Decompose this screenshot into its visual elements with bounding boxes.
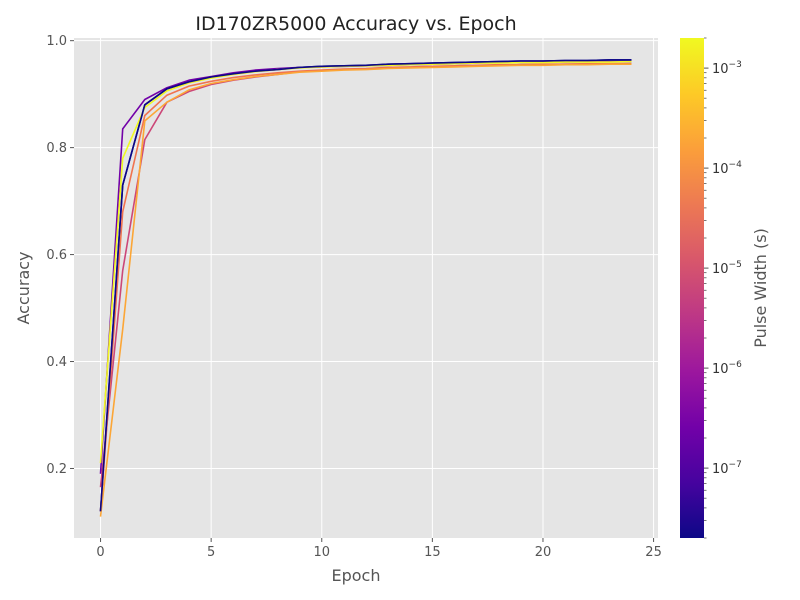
colorbar-tick-label: 10−6 [712,360,742,377]
colorbar-tick-label: 10−3 [712,60,742,77]
plot-background [74,38,658,538]
chart-title: ID170ZR5000 Accuracy vs. Epoch [195,13,516,35]
y-tick-label: 0.2 [46,462,67,477]
colorbar-tick-label: 10−4 [712,160,742,177]
series-line [99,59,632,512]
x-axis-label: Epoch [332,566,381,585]
y-tick-label: 1.0 [46,34,67,49]
x-tick-label: 10 [313,545,330,560]
x-tick-label: 0 [96,545,104,560]
colorbar-tick-label: 10−5 [712,260,742,277]
y-tick-label: 0.8 [46,141,67,156]
colorbar [680,38,704,538]
y-axis-label: Accuracy [14,251,33,324]
series-line [99,63,632,517]
x-tick-label: 25 [645,545,662,560]
x-tick-label: 15 [424,545,441,560]
x-tick-label: 5 [207,545,215,560]
colorbar-label: Pulse Width (s) [751,228,770,348]
y-tick-label: 0.4 [46,355,67,370]
colorbar-tick-label: 10−7 [712,460,742,477]
y-tick-label: 0.6 [46,248,67,263]
x-tick-label: 20 [535,545,552,560]
series-line [99,62,632,512]
